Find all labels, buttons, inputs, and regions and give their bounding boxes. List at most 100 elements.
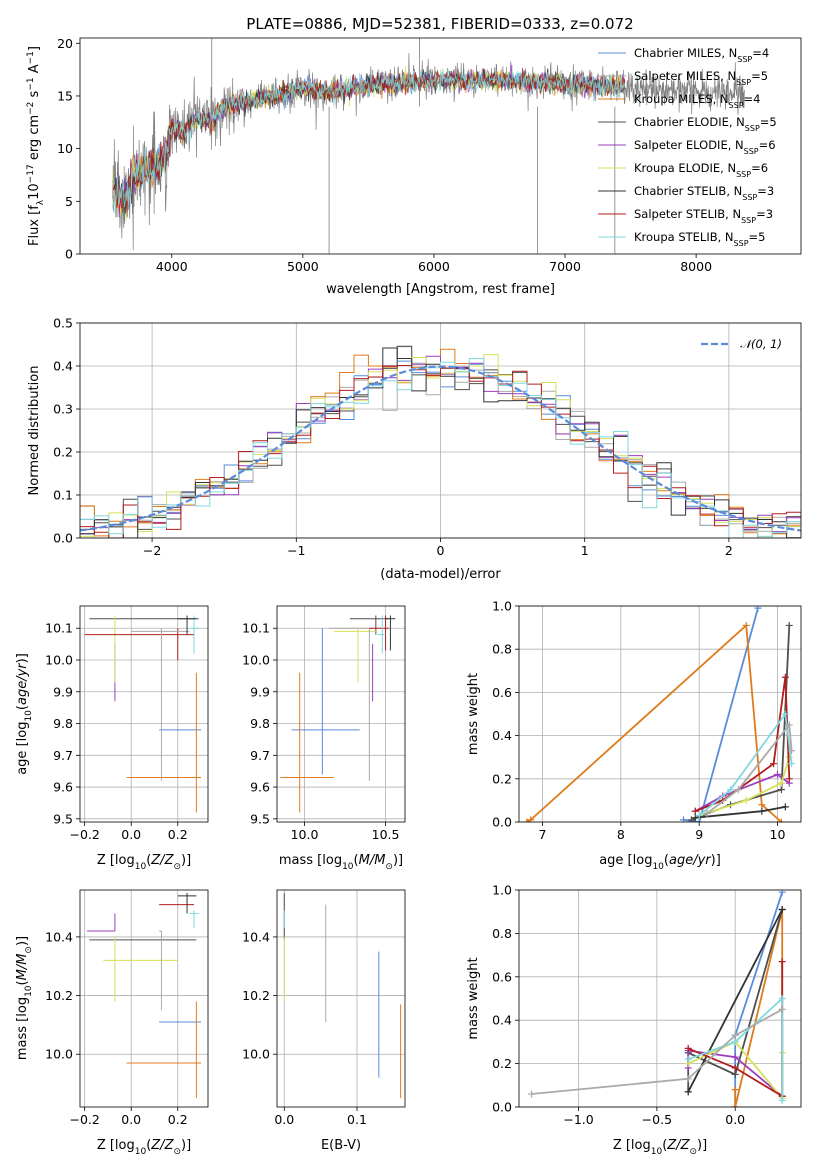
weight-point-marker <box>684 1044 692 1052</box>
y-tick-label: 0.6 <box>492 969 512 984</box>
weight-point-marker <box>777 779 785 787</box>
x-tick-label: −0.5 <box>642 1112 672 1127</box>
x-tick-label: 0.0 <box>274 1112 294 1127</box>
y-tick-label: 10.4 <box>45 929 73 944</box>
weight-point-marker <box>727 786 734 794</box>
weight-point-marker <box>774 770 781 778</box>
weight-point-marker <box>785 621 793 629</box>
y-tick-label: 9.9 <box>53 684 73 699</box>
x-axis-label: age [log10(age/yr)] <box>599 853 721 872</box>
y-tick-label: 0 <box>65 247 73 262</box>
x-axis-label: Z [log10(Z/Z⊙)] <box>97 1138 191 1157</box>
weight-point-marker <box>731 1070 739 1078</box>
y-tick-label: 9.7 <box>250 748 270 763</box>
legend-entry: Kroupa ELODIE, NSSP=6 <box>634 161 768 179</box>
x-tick-label: 7 <box>539 827 547 842</box>
x-tick-label: 1 <box>581 543 589 558</box>
panel-age-vs-mass: 10.0 10.5 9.5 9.6 9.7 9.8 9.9 10.0 10.1 mass [log… <box>242 605 406 872</box>
plot-area <box>80 345 801 538</box>
axes-frame <box>518 889 802 1108</box>
weight-line <box>698 756 791 817</box>
weight-line <box>698 711 793 817</box>
y-axis-label: mass [log10(M/M⊙)] <box>15 936 34 1060</box>
weight-point-marker <box>785 721 793 729</box>
axes-frame <box>276 889 406 1108</box>
legend-entry: Kroupa STELIB, NSSP=5 <box>634 230 765 248</box>
y-tick-label: 0.4 <box>53 359 73 374</box>
x-axis-label: Z [log10(Z/Z⊙)] <box>613 1138 707 1157</box>
plot-area <box>280 615 396 813</box>
weight-point-marker <box>731 1053 739 1061</box>
panel-mass-vs-ebv: 0.0 0.1 10.0 10.2 10.4 E(B-V) <box>242 889 406 1153</box>
x-tick-label: 0.0 <box>725 1112 745 1127</box>
y-tick-label: 10.2 <box>242 988 270 1003</box>
axes-frame <box>79 605 209 823</box>
x-tick-label: 0.1 <box>347 1112 367 1127</box>
x-tick-label: −1.0 <box>563 1112 593 1127</box>
x-axis-label: (data-model)/error <box>380 567 501 582</box>
normal-curve <box>80 365 801 532</box>
panel-spectrum: 4000 5000 6000 7000 8000 0 5 10 15 20 wavelength [… <box>26 36 802 297</box>
weight-point-marker <box>703 809 711 817</box>
figure-title: PLATE=0886, MJD=52381, FIBERID=0333, z=0… <box>246 15 633 33</box>
legend-entry: Chabrier MILES, NSSP=4 <box>634 46 769 64</box>
weight-line <box>706 722 793 815</box>
panel-mass-weight-vs-z: −1.0 −0.5 0.0 0.0 0.2 0.4 0.6 0.8 1.0 mass weight… <box>466 883 802 1157</box>
weight-line <box>690 625 791 821</box>
spectrum-legend: Chabrier MILES, NSSP=4 Salpeter MILES, NS… <box>598 46 777 248</box>
weight-point-marker <box>687 816 695 822</box>
x-tick-label: 6000 <box>418 259 450 274</box>
weight-point-marker <box>758 801 766 809</box>
x-axis-label: E(B-V) <box>321 1138 361 1153</box>
x-tick-label: 4000 <box>156 259 188 274</box>
x-tick-label: 0.2 <box>168 1112 188 1127</box>
x-tick-label: 9 <box>695 827 703 842</box>
weight-point-marker <box>684 1055 692 1063</box>
y-tick-label: 0.4 <box>492 1013 512 1028</box>
weight-line <box>683 607 759 822</box>
y-axis-label: Flux [fλ10−17 erg cm−2 s−1 A−1] <box>26 46 46 246</box>
weight-point-marker <box>778 995 786 1002</box>
x-axis-label: mass [log10(M/M⊙)] <box>279 853 403 872</box>
weight-line <box>687 996 784 1101</box>
plot-area <box>528 890 786 1107</box>
weight-point-marker <box>781 673 789 681</box>
y-tick-label: 20 <box>57 36 73 51</box>
weight-point-marker <box>684 1088 692 1096</box>
x-tick-label: 0.0 <box>121 1112 141 1127</box>
weight-point-marker <box>770 760 778 768</box>
weight-line <box>687 909 783 1093</box>
y-tick-label: 9.6 <box>53 780 73 795</box>
weight-point-marker <box>778 958 786 966</box>
y-tick-label: 9.8 <box>53 716 73 731</box>
y-tick-label: 0.8 <box>492 642 512 657</box>
x-axis-label: wavelength [Angstrom, rest frame] <box>326 282 555 297</box>
y-tick-label: 0.2 <box>492 771 512 786</box>
weight-point-marker <box>731 1031 739 1039</box>
y-tick-label: 10.0 <box>242 1047 270 1062</box>
weight-point-marker <box>781 710 789 718</box>
y-axis-label: mass weight <box>466 673 481 755</box>
x-tick-label: −1 <box>287 543 305 558</box>
y-tick-label: 1.0 <box>492 883 512 898</box>
y-tick-label: 0.2 <box>492 1056 512 1071</box>
weight-line <box>526 623 782 822</box>
legend-entry: Salpeter STELIB, NSSP=3 <box>634 207 773 225</box>
x-tick-label: 8000 <box>680 259 712 274</box>
y-tick-label: 10.0 <box>45 653 73 668</box>
weight-point-marker <box>691 814 699 822</box>
x-tick-label: −0.2 <box>69 827 99 842</box>
y-tick-label: 9.5 <box>250 811 270 826</box>
legend-entry: Chabrier ELODIE, NSSP=5 <box>634 115 777 133</box>
weight-point-marker <box>731 1064 739 1072</box>
y-tick-label: 0.0 <box>53 531 73 546</box>
y-tick-label: 10 <box>57 141 73 156</box>
y-tick-label: 10.1 <box>242 621 270 636</box>
y-tick-label: 0.4 <box>492 728 512 743</box>
x-tick-label: 0 <box>437 543 445 558</box>
plot-area <box>523 606 796 822</box>
y-tick-label: 0.0 <box>492 1100 512 1115</box>
x-tick-label: 2 <box>725 543 733 558</box>
